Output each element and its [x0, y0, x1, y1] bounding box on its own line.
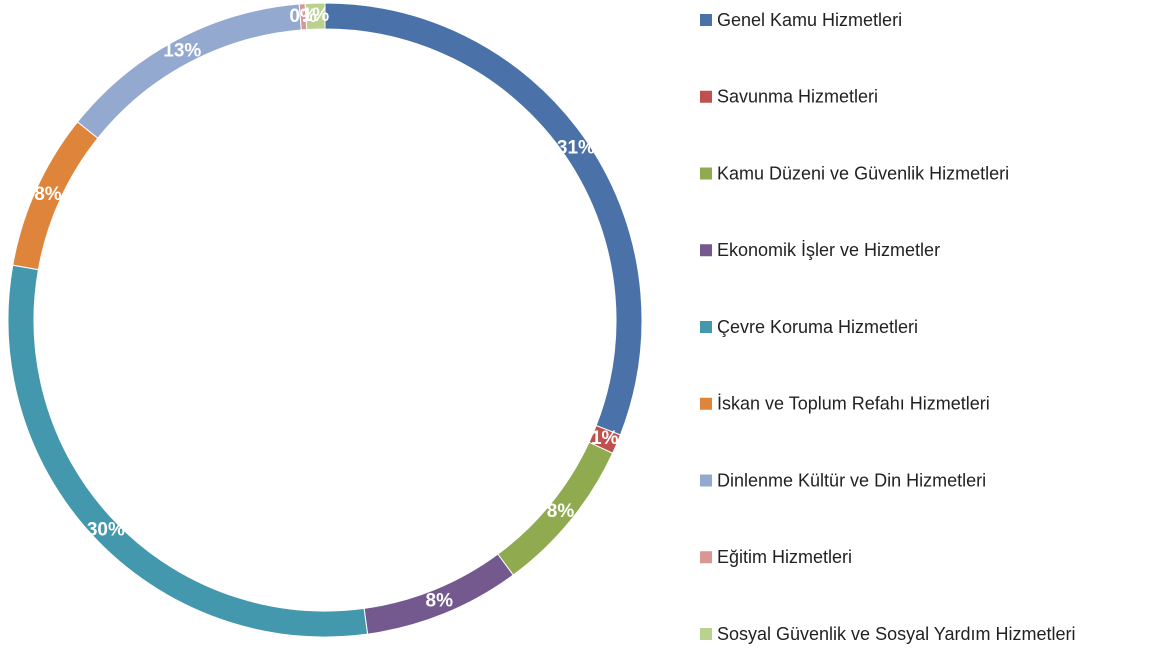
data-label: 8% — [34, 184, 62, 205]
data-label: 1% — [302, 5, 330, 26]
legend-swatch — [700, 397, 712, 410]
legend-label: Kamu Düzeni ve Güvenlik Hizmetleri — [717, 163, 1009, 183]
data-label: 1% — [591, 428, 619, 449]
donut-slice — [7, 264, 369, 638]
legend-swatch — [700, 321, 712, 333]
data-label: 8% — [547, 501, 575, 522]
legend-swatch — [700, 167, 712, 180]
data-label: 31% — [557, 137, 595, 158]
legend-swatch — [700, 551, 712, 564]
donut-slice — [76, 3, 302, 139]
data-label: 30% — [87, 520, 125, 541]
data-label: 13% — [163, 41, 201, 62]
data-label: 8% — [426, 591, 454, 612]
legend-swatch — [700, 90, 712, 103]
legend-label: Genel Kamu Hizmetleri — [717, 10, 902, 30]
legend-swatch — [700, 14, 712, 26]
legend-label: Çevre Koruma Hizmetleri — [717, 317, 918, 337]
legend-label: İskan ve Toplum Refahı Hizmetleri — [717, 394, 990, 414]
data-label: 0% — [289, 6, 317, 27]
legend-swatch — [700, 628, 712, 640]
legend-label: Ekonomik İşler ve Hizmetler — [717, 240, 940, 260]
legend-label: Dinlenme Kültür ve Din Hizmetleri — [717, 470, 986, 490]
legend-swatch — [700, 244, 712, 257]
donut-slice — [324, 2, 643, 436]
legend-label: Sosyal Güvenlik ve Sosyal Yardım Hizmetl… — [717, 624, 1075, 644]
legend-swatch — [700, 474, 712, 487]
donut-slice — [304, 2, 326, 31]
legend-label: Savunma Hizmetleri — [717, 87, 878, 107]
legend-label: Eğitim Hizmetleri — [717, 547, 852, 567]
